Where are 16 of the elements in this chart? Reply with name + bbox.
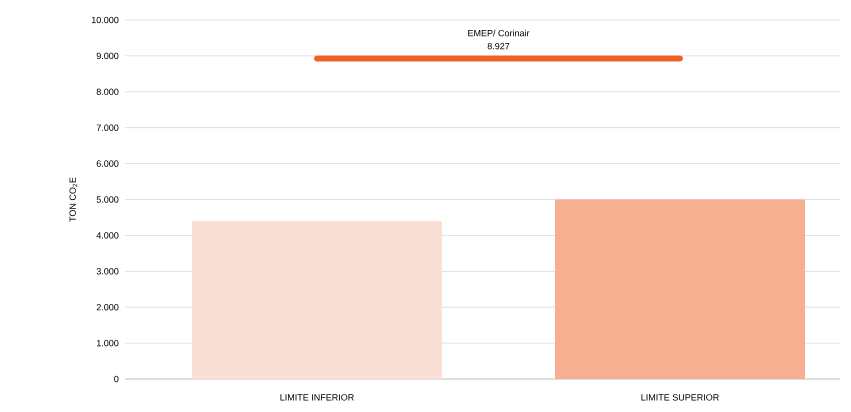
y-tick-label: 7.000	[96, 124, 118, 131]
y-tick-label: 3.000	[96, 268, 118, 274]
y-tick-label: 6.000	[96, 160, 118, 167]
y-tick-label: 8.000	[96, 88, 118, 95]
y-tick-label: 0	[114, 376, 118, 382]
y-tick-label: 4.000	[96, 232, 118, 239]
y-tick-label: 5.000	[96, 196, 118, 203]
x-tick-label: LIMITE INFERIOR	[280, 394, 354, 401]
y-axis-title: TON CO$_{2}$E	[69, 177, 78, 222]
y-tick-label: 10.000	[92, 16, 118, 24]
x-tick-label: LIMITE SUPERIOR	[641, 394, 719, 401]
annotation: 8.927	[488, 42, 510, 50]
y-tick-label: 9.000	[96, 52, 118, 60]
y-tick-label: 2.000	[96, 304, 118, 310]
y-tick-label: 1.000	[96, 340, 118, 346]
text: EMEP/ Corinair	[468, 30, 530, 36]
